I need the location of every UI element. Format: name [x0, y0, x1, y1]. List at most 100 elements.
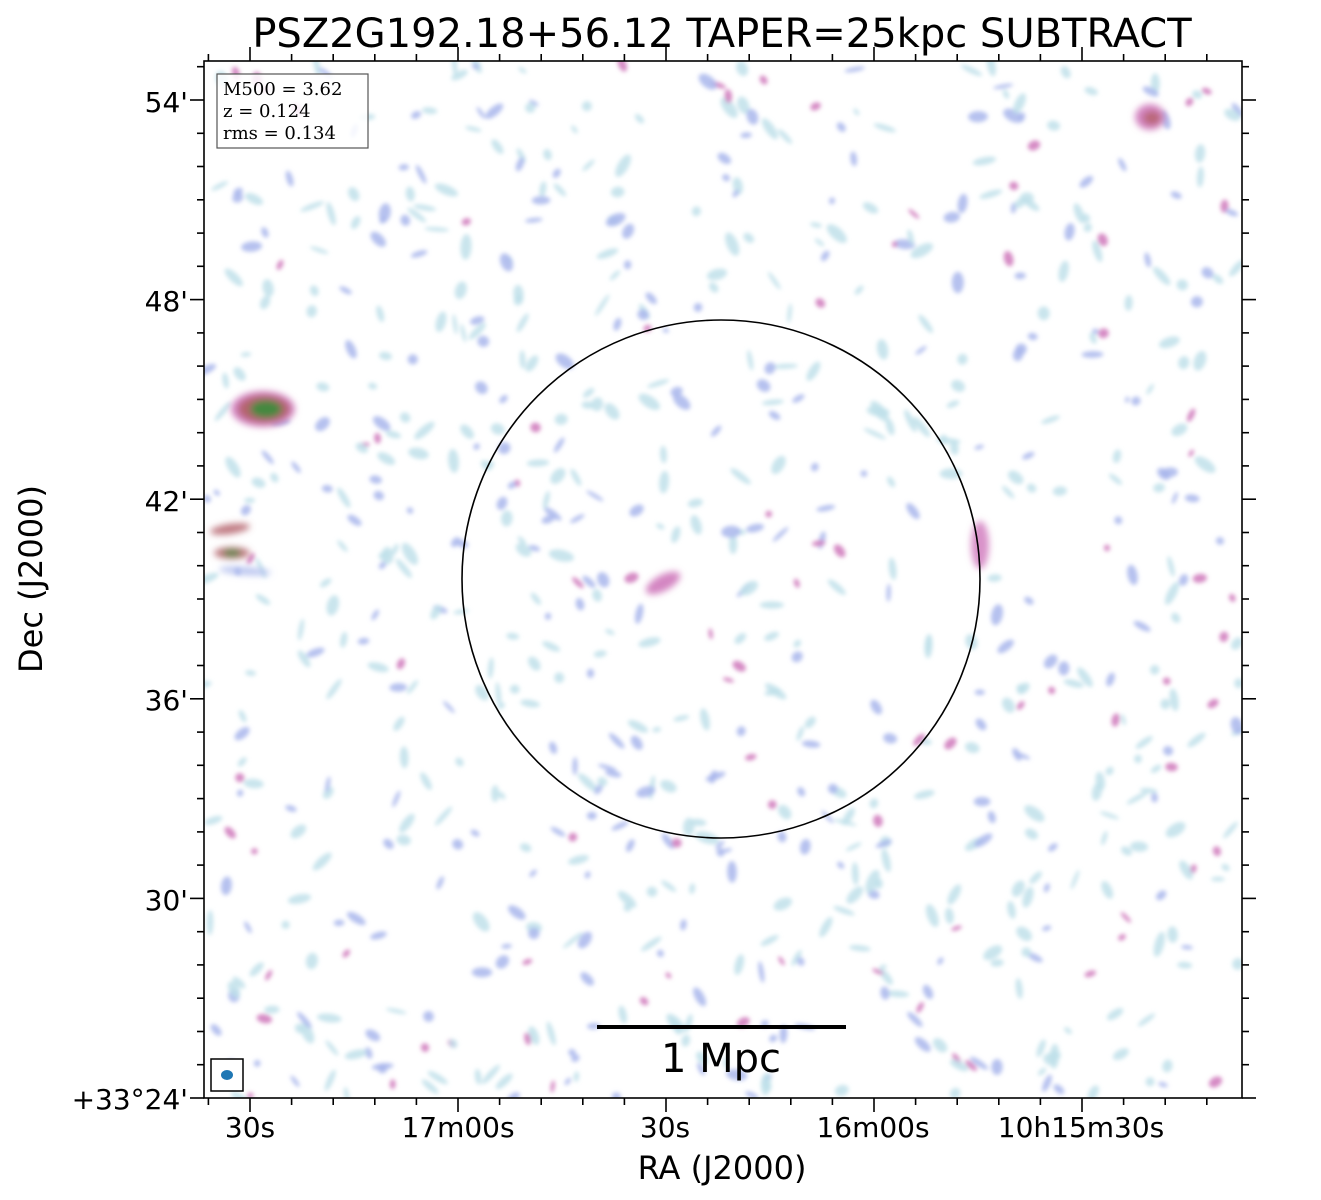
noise-blob — [1228, 593, 1236, 602]
noise-blob — [370, 231, 386, 247]
noise-blob — [1002, 697, 1015, 713]
noise-blob — [317, 1013, 342, 1023]
noise-blob — [891, 241, 898, 248]
noise-blob — [767, 271, 781, 290]
noise-blob — [886, 583, 891, 602]
noise-blob — [568, 832, 578, 842]
noise-blob — [1194, 456, 1216, 473]
noise-blob — [1195, 144, 1206, 163]
x-tick-label-17m00s: 17m00s — [401, 1111, 514, 1144]
noise-blob — [913, 733, 926, 746]
radio-source-blob — [210, 523, 250, 535]
noise-blob — [656, 523, 665, 530]
noise-blob — [364, 1047, 373, 1059]
noise-blob — [249, 962, 264, 977]
noise-blob — [973, 796, 991, 807]
noise-blob — [367, 662, 389, 673]
noise-blob — [747, 350, 754, 371]
noise-blob — [979, 189, 1003, 199]
noise-blob — [986, 61, 997, 77]
noise-blob — [1127, 564, 1138, 586]
noise-blob — [975, 718, 987, 731]
noise-blob — [745, 753, 757, 761]
noise-blob — [736, 61, 749, 77]
noise-blob — [539, 181, 547, 197]
noise-blob — [225, 456, 241, 478]
noise-blob — [232, 976, 246, 989]
noise-blob — [448, 448, 459, 473]
noise-blob — [499, 394, 508, 404]
noise-blob — [990, 959, 1004, 967]
noise-blob — [400, 412, 411, 423]
noise-blob — [204, 572, 219, 585]
noise-blob — [396, 658, 406, 670]
noise-blob — [726, 1069, 748, 1081]
noise-blob — [777, 831, 787, 843]
noise-blob — [1015, 752, 1031, 760]
noise-blob — [1162, 677, 1171, 685]
noise-blob — [773, 897, 792, 911]
noise-blob — [333, 919, 345, 927]
noise-blob — [528, 656, 541, 671]
noise-blob — [1064, 1027, 1072, 1035]
noise-blob — [410, 250, 428, 258]
noise-blob — [525, 217, 543, 223]
noise-blob — [904, 409, 917, 433]
noise-blob — [554, 437, 565, 453]
noise-blob — [211, 181, 229, 191]
noise-blob — [383, 838, 394, 850]
noise-blob — [797, 787, 806, 797]
noise-blob — [826, 224, 847, 244]
noise-blob — [1021, 947, 1032, 958]
noise-blob — [710, 425, 722, 437]
noise-blob — [626, 839, 635, 852]
noise-blob — [591, 397, 604, 412]
noise-blob — [698, 73, 717, 90]
noise-blob — [1009, 181, 1019, 191]
noise-blob — [1118, 933, 1126, 941]
noise-blob — [461, 218, 471, 226]
noise-blob — [342, 949, 351, 958]
noise-blob — [951, 925, 962, 931]
radio-source-blob — [223, 549, 241, 557]
noise-blob — [1048, 686, 1056, 695]
y-axis-label: Dec (J2000) — [12, 485, 50, 673]
beam-ellipse — [221, 1070, 233, 1080]
noise-blob — [1002, 89, 1010, 99]
noise-blob — [1016, 701, 1025, 710]
noise-blob — [513, 294, 524, 306]
noise-blob — [765, 510, 773, 518]
noise-blob — [204, 495, 211, 503]
noise-blob — [1053, 1084, 1065, 1095]
noise-blob — [605, 629, 615, 635]
noise-blob — [885, 418, 895, 436]
axis-ticks — [190, 47, 1256, 1112]
noise-blob — [596, 248, 619, 259]
noise-blob — [1234, 678, 1242, 689]
noise-blob — [554, 413, 568, 425]
noise-blob — [340, 631, 348, 648]
noise-blob — [1131, 396, 1141, 406]
noise-blob — [261, 450, 274, 465]
noise-blob — [204, 815, 223, 825]
noise-blob — [408, 447, 429, 460]
noise-blob — [378, 561, 387, 570]
radio-source-blob — [645, 571, 681, 595]
info-box: M500 = 3.62 z = 0.124 rms = 0.134 — [216, 73, 369, 149]
noise-blob — [471, 63, 480, 70]
noise-blob — [326, 202, 336, 226]
noise-blob — [520, 699, 540, 708]
noise-blob — [1167, 926, 1178, 943]
noise-blob — [968, 111, 988, 123]
noise-blob — [550, 1080, 555, 1093]
noise-blob — [661, 880, 677, 892]
noise-blob — [1027, 332, 1038, 341]
noise-blob — [1026, 483, 1037, 493]
noise-blob — [1041, 415, 1060, 424]
noise-blob — [406, 507, 414, 514]
noise-blob — [374, 432, 381, 444]
x-axis-label: RA (J2000) — [638, 1149, 807, 1187]
noise-blob — [1037, 306, 1050, 321]
noise-blob — [870, 400, 889, 422]
noise-blob — [1112, 449, 1122, 464]
